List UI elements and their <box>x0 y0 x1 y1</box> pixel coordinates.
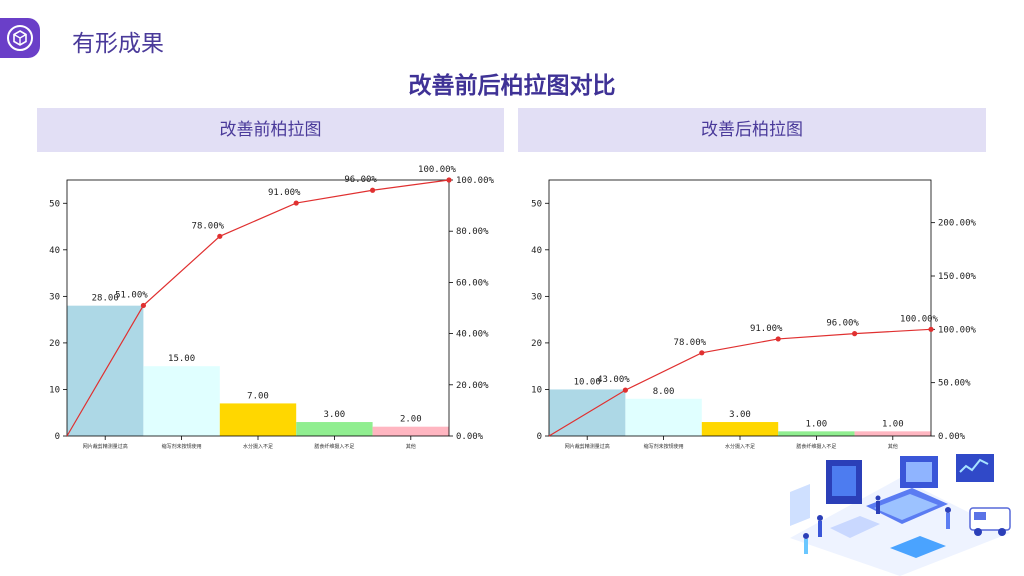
cumulative-point-2 <box>293 200 299 206</box>
cumulative-point-1 <box>217 233 223 239</box>
y2-tick-label-1: 50.00% <box>938 379 971 389</box>
cumulative-label-3: 96.00% <box>826 319 859 329</box>
y2-tick-label-2: 100.00% <box>938 325 977 335</box>
cumulative-point-3 <box>370 187 376 193</box>
cumulative-point-3 <box>852 331 858 337</box>
cumulative-point-4 <box>928 326 934 332</box>
pareto-chart-after: 0 10 20 30 40 50 0.00% 50.00% 100.00% 150.00% 200.… <box>531 179 977 450</box>
y-tick-label-3: 30 <box>49 292 60 302</box>
main-title: 改善前后柏拉图对比 <box>408 73 616 99</box>
x-category-label-1: 缩写剂未按规使用 <box>162 443 202 450</box>
x-category-label-4: 其他 <box>406 443 416 450</box>
bar-value-label-0: 10.00 <box>574 377 601 387</box>
y2-tick-label-0: 0.00% <box>938 432 966 442</box>
y2-tick-label-3: 150.00% <box>938 272 977 282</box>
cumulative-point-0 <box>140 302 146 309</box>
y-tick-label-3: 30 <box>531 292 542 302</box>
bar-1 <box>143 366 220 436</box>
y2-tick-label-0: 0.00% <box>456 432 484 442</box>
bar-value-label-3: 1.00 <box>806 419 828 429</box>
after-panel-header: 改善后柏拉图 <box>518 108 986 152</box>
cumulative-label-0: 51.00% <box>115 290 148 300</box>
y-tick-label-4: 40 <box>49 246 60 256</box>
x-category-label-0: 网片裁剪精测量过高 <box>83 443 128 450</box>
medical-isometric-illustration <box>790 454 1011 576</box>
y2-tick-label-5: 100.00% <box>456 176 495 186</box>
bar-value-label-1: 15.00 <box>168 354 195 364</box>
y2-tick-label-4: 200.00% <box>938 219 977 229</box>
y-tick-label-1: 10 <box>531 385 542 395</box>
x-category-label-3: 膳食纤维摄入不足 <box>796 443 836 450</box>
bar-4 <box>372 426 449 436</box>
cumulative-label-4: 100.00% <box>900 314 939 324</box>
page-title: 有形成果 <box>72 31 164 57</box>
y-tick-label-2: 20 <box>531 339 542 349</box>
y-tick-label-1: 10 <box>49 385 60 395</box>
x-category-label-4: 其他 <box>888 443 898 450</box>
cumulative-point-0 <box>622 387 628 393</box>
x-category-label-2: 水分摄入不足 <box>243 443 273 450</box>
bar-2 <box>219 403 297 436</box>
bar-2 <box>701 422 779 436</box>
logo-badge <box>0 18 40 58</box>
y2-tick-label-2: 40.00% <box>456 330 489 340</box>
bar-value-label-2: 7.00 <box>247 391 269 401</box>
cumulative-label-2: 91.00% <box>750 324 783 334</box>
cumulative-label-1: 78.00% <box>192 221 225 231</box>
cumulative-point-2 <box>775 336 781 342</box>
before-panel-header: 改善前柏拉图 <box>37 108 504 152</box>
bar-value-label-4: 2.00 <box>400 415 422 425</box>
x-category-label-0: 网片裁剪精测量过高 <box>565 443 610 450</box>
y-tick-label-0: 0 <box>55 432 60 442</box>
cumulative-line <box>548 328 932 437</box>
y-tick-label-4: 40 <box>531 246 542 256</box>
y2-tick-label-3: 60.00% <box>456 278 489 288</box>
y2-tick-label-4: 80.00% <box>456 227 489 237</box>
bar-value-label-3: 3.00 <box>324 410 346 420</box>
y-tick-label-5: 50 <box>531 199 542 209</box>
y-tick-label-0: 0 <box>537 432 542 442</box>
bar-value-label-2: 3.00 <box>729 410 751 420</box>
cube-icon <box>7 25 33 51</box>
bar-value-label-4: 1.00 <box>882 419 904 429</box>
cumulative-point-1 <box>699 350 705 356</box>
bar-4 <box>854 431 931 436</box>
pareto-chart-before: 0 10 20 30 40 50 0.00% 20.00% 40.00% 60.00% 80.00%… <box>49 165 495 450</box>
y2-tick-label-1: 20.00% <box>456 381 489 391</box>
bar-value-label-0: 28.00 <box>92 294 119 304</box>
x-category-label-2: 水分摄入不足 <box>725 443 755 450</box>
x-category-label-3: 膳食纤维摄入不足 <box>314 443 354 450</box>
bar-value-label-1: 8.00 <box>653 387 675 397</box>
bar-1 <box>625 398 702 436</box>
cumulative-label-2: 91.00% <box>268 188 301 198</box>
cumulative-label-0: 43.00% <box>597 375 630 385</box>
cumulative-line <box>66 179 450 437</box>
cumulative-point-4 <box>446 177 452 183</box>
cumulative-label-3: 96.00% <box>344 175 377 185</box>
bar-3 <box>296 422 373 436</box>
cumulative-label-4: 100.00% <box>418 165 457 175</box>
x-category-label-1: 缩写剂未按规使用 <box>644 443 684 450</box>
y-tick-label-2: 20 <box>49 339 60 349</box>
cumulative-label-1: 78.00% <box>674 338 707 348</box>
bar-3 <box>778 431 855 436</box>
y-tick-label-5: 50 <box>49 199 60 209</box>
